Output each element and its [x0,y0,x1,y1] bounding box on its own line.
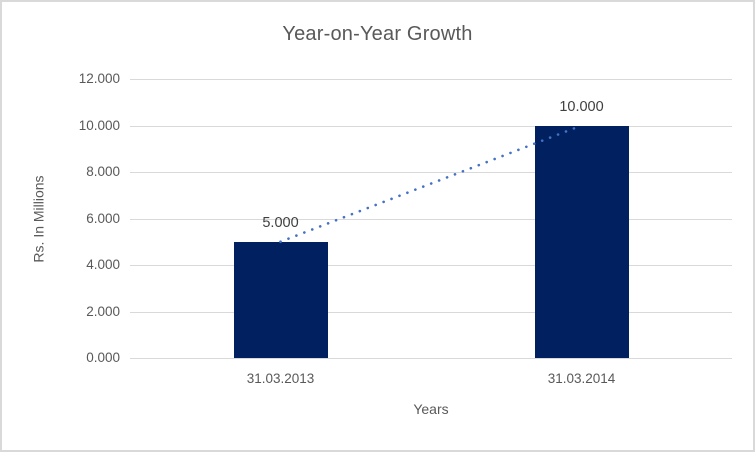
plot-area: 5.000 10.000 [130,79,732,359]
x-axis-title: Years [413,401,449,417]
x-axis-labels: 31.03.2013 31.03.2014 [130,358,732,386]
trendline [279,124,583,244]
gridline [130,265,732,266]
y-tick-label: 6.000 [86,210,120,226]
gridline [130,79,732,80]
trendline-path [279,124,583,244]
x-tick-label: 31.03.2013 [246,371,315,386]
bar [534,125,629,358]
chart-title: Year-on-Year Growth [282,23,473,45]
bar-category-cell: 10.000 [431,79,732,358]
y-tick-label: 0.000 [86,350,120,365]
gridline [130,172,732,173]
bar [233,241,328,358]
y-tick-label: 4.000 [86,257,120,272]
y-tick-label: 12.000 [78,71,120,86]
data-label: 5.000 [262,214,299,231]
gridline [130,358,732,359]
y-axis-labels: 0.000 2.000 4.000 6.000 8.000 10.000 12.000 [2,71,120,365]
y-tick-label: 10.000 [78,117,120,133]
x-tick-label: 31.03.2014 [547,371,616,386]
gridline [130,125,732,127]
bar-category-cell: 5.000 [130,79,431,358]
bars-layer: 5.000 10.000 [130,79,732,358]
gridline [130,218,732,220]
y-tick-label: 8.000 [86,164,120,179]
gridline [130,311,732,313]
data-label: 10.000 [559,98,604,115]
y-tick-label: 2.000 [86,303,120,319]
